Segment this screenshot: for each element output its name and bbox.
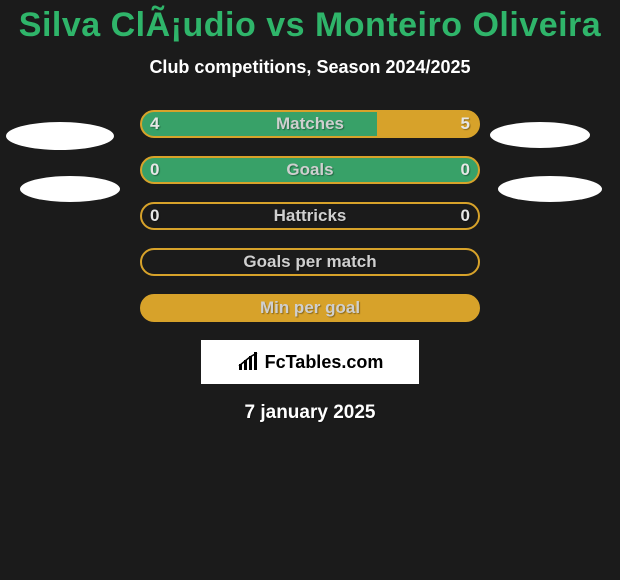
stat-label: Goals	[140, 156, 480, 184]
comparison-infographic: Silva ClÃ¡udio vs Monteiro Oliveira Club…	[0, 0, 620, 580]
stat-row: Hattricks0 0	[0, 202, 620, 230]
stat-value-right: 0	[461, 202, 470, 230]
update-date: 7 january 2025	[0, 402, 620, 424]
stat-value-right: 5	[461, 110, 470, 138]
stat-row: Matches4 5	[0, 110, 620, 138]
stat-row: Goals per match	[0, 248, 620, 276]
stat-value-left: 0	[150, 202, 159, 230]
source-logo: FcTables.com	[201, 340, 419, 384]
bar-chart-icon	[237, 352, 259, 372]
stat-row: Min per goal	[0, 294, 620, 322]
stat-label: Hattricks	[140, 202, 480, 230]
stat-label: Matches	[140, 110, 480, 138]
stat-row: Goals0 0	[0, 156, 620, 184]
source-logo-text: FcTables.com	[265, 352, 384, 373]
stat-value-left: 4	[150, 110, 159, 138]
stat-value-right: 0	[461, 156, 470, 184]
stat-label: Min per goal	[140, 294, 480, 322]
stat-label: Goals per match	[140, 248, 480, 276]
page-title: Silva ClÃ¡udio vs Monteiro Oliveira	[0, 0, 620, 45]
stat-value-left: 0	[150, 156, 159, 184]
page-subtitle: Club competitions, Season 2024/2025	[0, 57, 620, 78]
